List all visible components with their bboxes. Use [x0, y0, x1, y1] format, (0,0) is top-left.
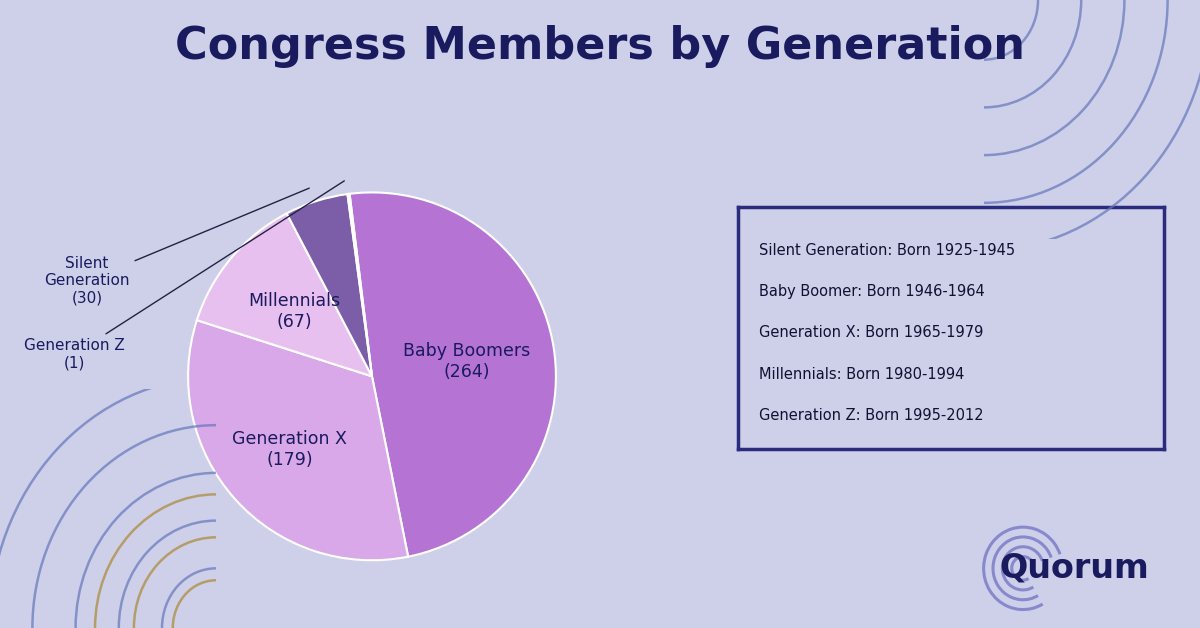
Wedge shape	[348, 194, 372, 376]
Text: Baby Boomers
(264): Baby Boomers (264)	[403, 342, 530, 381]
Wedge shape	[188, 320, 408, 560]
Wedge shape	[197, 214, 372, 376]
Text: Quorum: Quorum	[1000, 552, 1148, 585]
Text: Generation Z
(1): Generation Z (1)	[24, 181, 344, 371]
Text: Congress Members by Generation: Congress Members by Generation	[175, 25, 1025, 68]
Text: Silent Generation: Born 1925-1945: Silent Generation: Born 1925-1945	[760, 243, 1015, 258]
Wedge shape	[349, 192, 556, 556]
Wedge shape	[287, 194, 372, 376]
Text: Generation Z: Born 1995-2012: Generation Z: Born 1995-2012	[760, 408, 984, 423]
Text: Millennials: Born 1980-1994: Millennials: Born 1980-1994	[760, 367, 965, 382]
Text: Millennials
(67): Millennials (67)	[248, 292, 341, 330]
Text: Generation X: Born 1965-1979: Generation X: Born 1965-1979	[760, 325, 984, 340]
Text: Baby Boomer: Born 1946-1964: Baby Boomer: Born 1946-1964	[760, 284, 985, 300]
Text: Silent
Generation
(30): Silent Generation (30)	[44, 188, 310, 306]
Text: Generation X
(179): Generation X (179)	[233, 430, 347, 469]
